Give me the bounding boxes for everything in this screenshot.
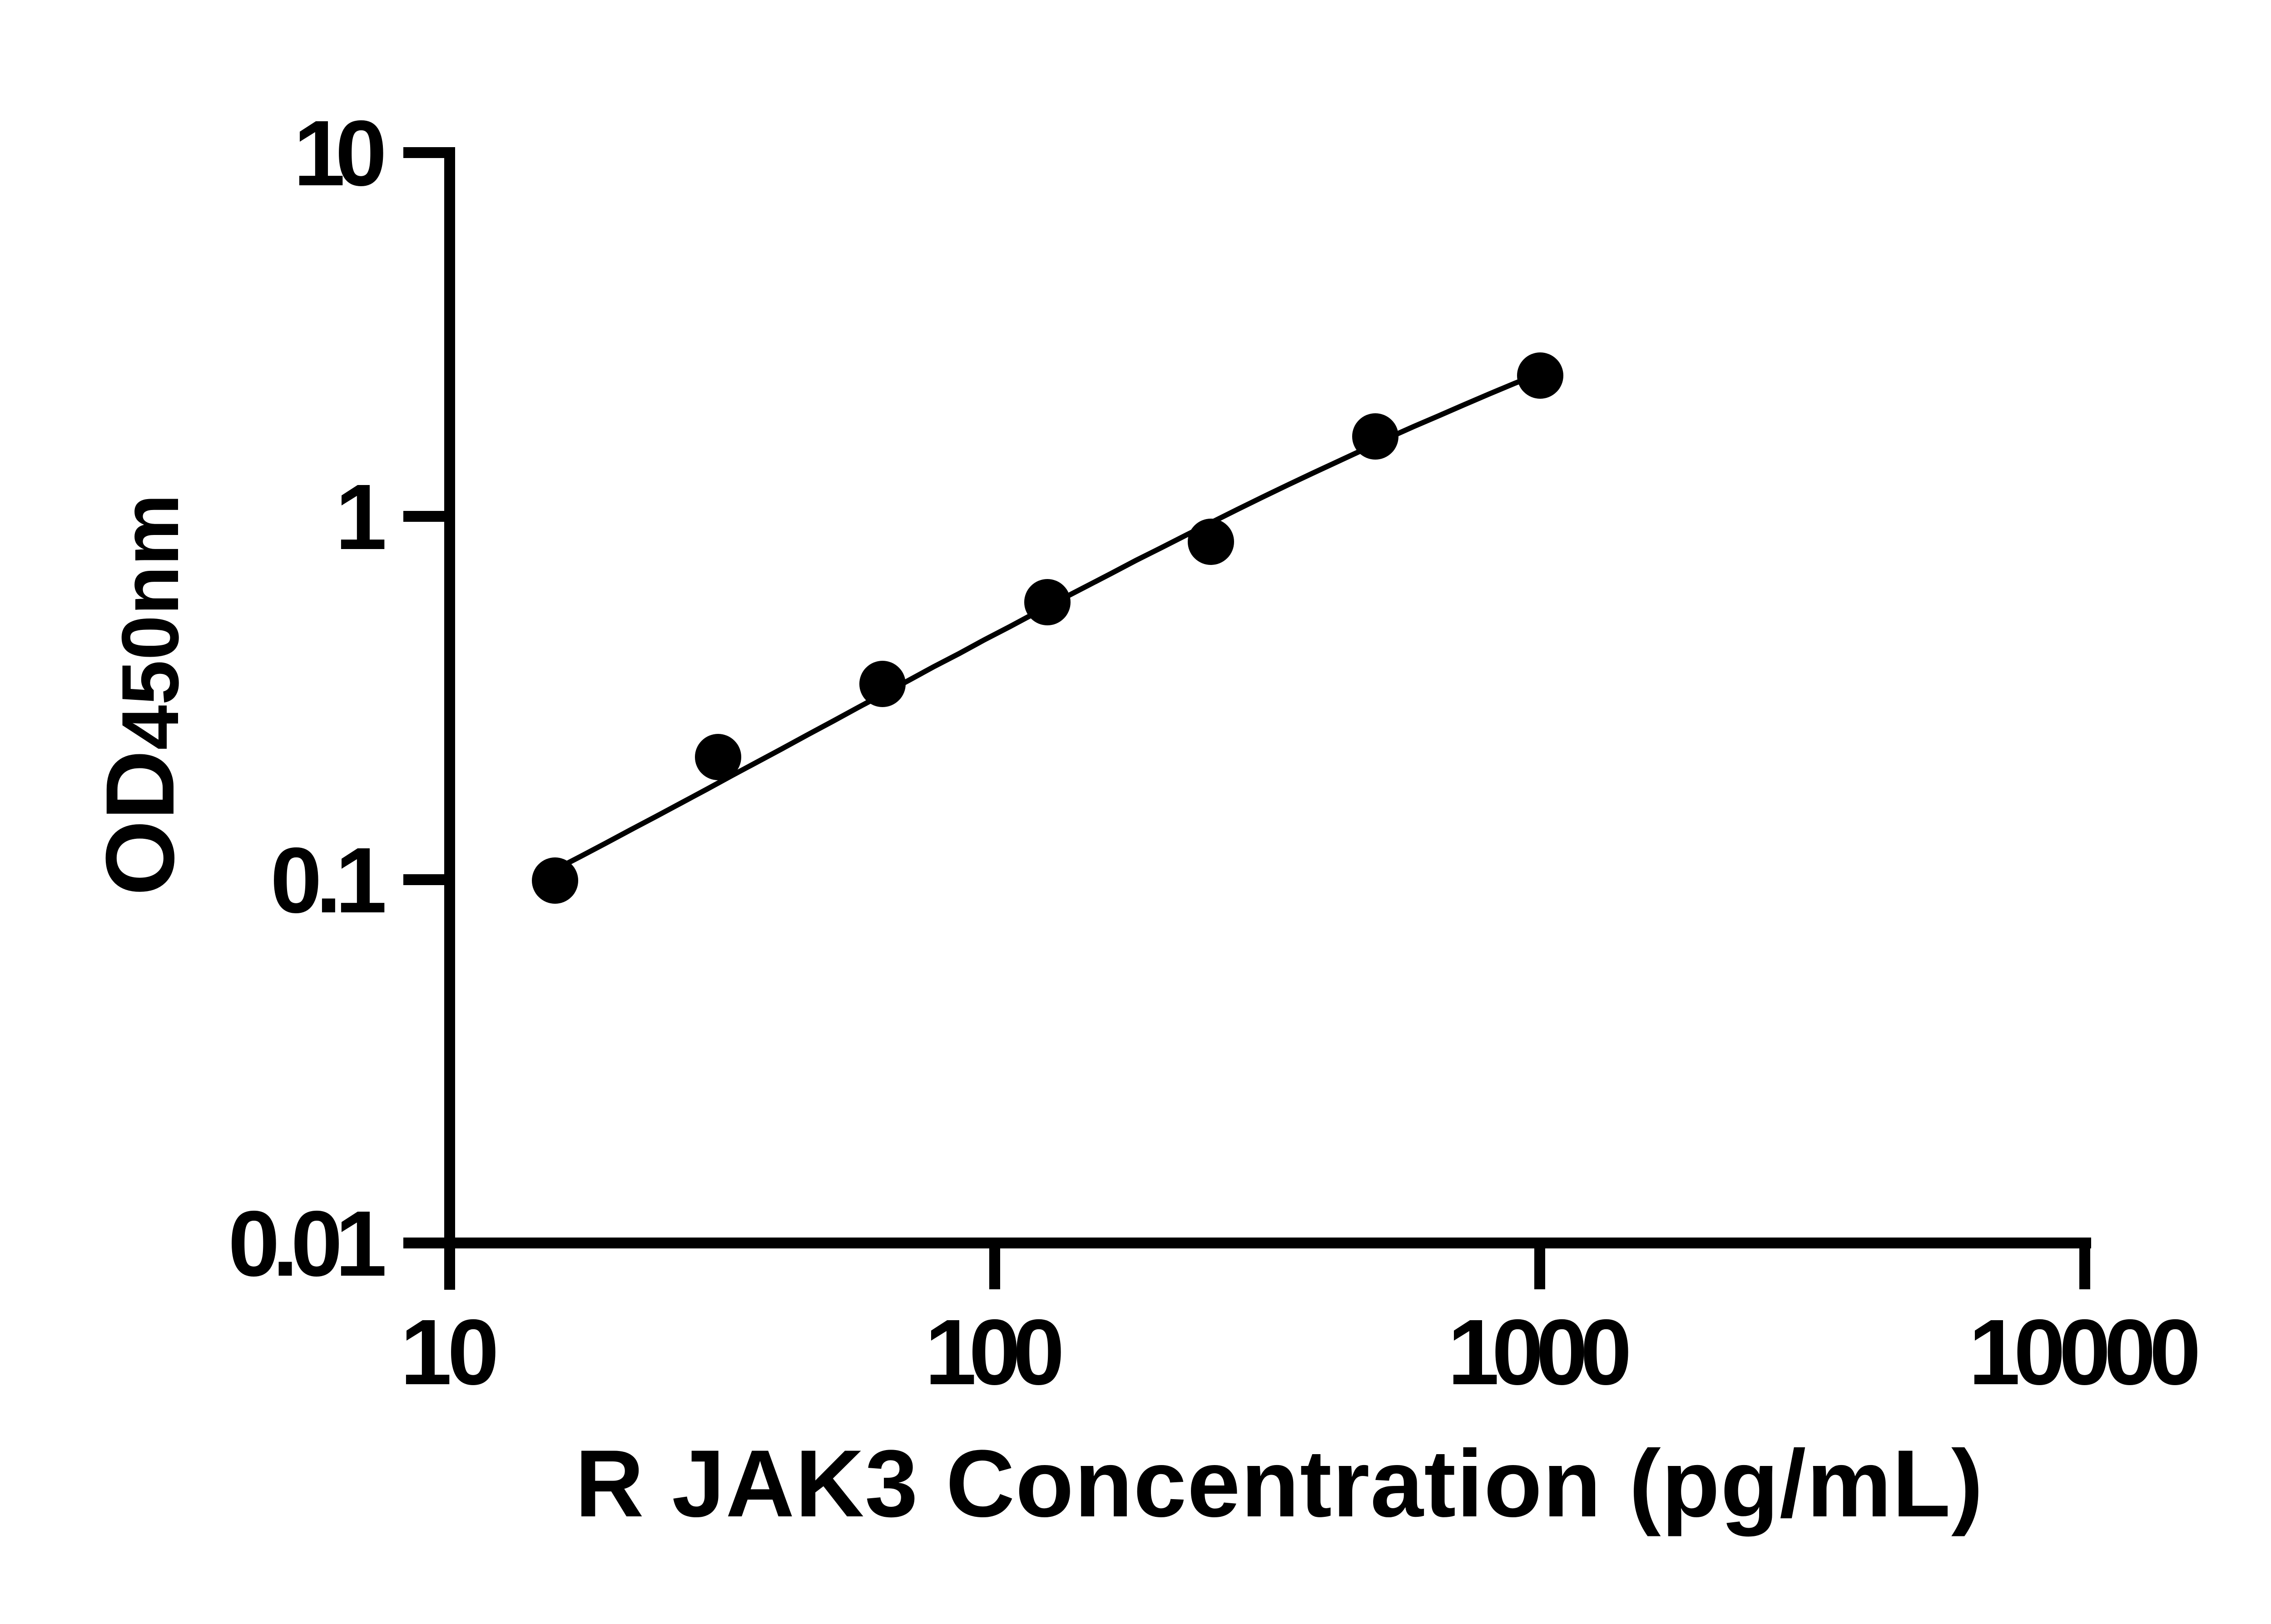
- svg-text:OD450nm: OD450nm: [86, 494, 195, 896]
- svg-text:100: 100: [925, 1300, 1065, 1404]
- svg-text:R JAK3 Concentration (pg/mL): R JAK3 Concentration (pg/mL): [575, 1430, 1983, 1537]
- svg-text:10000: 10000: [1969, 1300, 2201, 1404]
- svg-text:0.01: 0.01: [228, 1192, 387, 1296]
- svg-text:10: 10: [400, 1300, 499, 1404]
- svg-text:1: 1: [335, 465, 387, 569]
- svg-text:0.1: 0.1: [270, 828, 387, 932]
- svg-text:1000: 1000: [1448, 1300, 1632, 1404]
- svg-text:10: 10: [293, 101, 387, 205]
